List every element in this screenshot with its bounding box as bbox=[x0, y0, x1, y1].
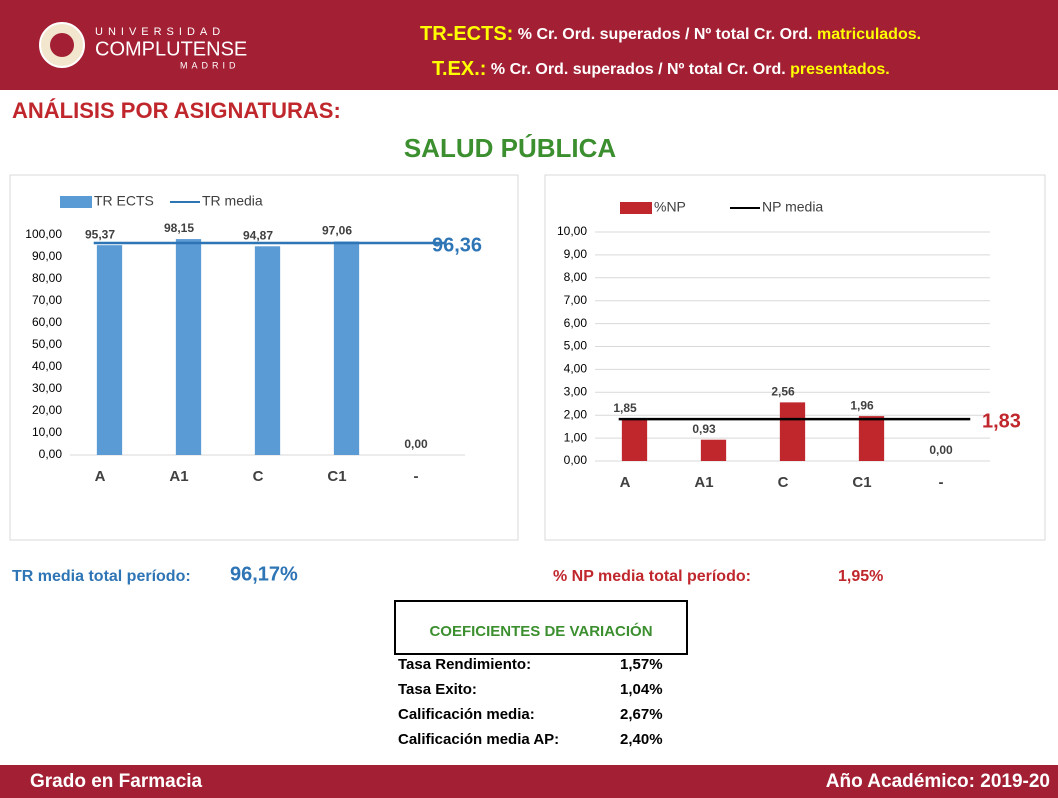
coefficients-title: COEFICIENTES DE VARIACIÓN bbox=[429, 622, 652, 640]
footer-left: Grado en Farmacia bbox=[30, 771, 203, 792]
data-label: 98,15 bbox=[164, 221, 194, 235]
y-tick-label: 100,00 bbox=[25, 227, 62, 241]
y-tick-label: 6,00 bbox=[564, 316, 588, 330]
logo-top: UNIVERSIDAD bbox=[95, 26, 225, 38]
y-tick-label: 60,00 bbox=[32, 315, 62, 329]
y-tick-label: 20,00 bbox=[32, 403, 62, 417]
y-tick-label: 70,00 bbox=[32, 293, 62, 307]
bar bbox=[858, 416, 885, 461]
y-tick-label: 10,00 bbox=[32, 425, 62, 439]
y-tick-label: 4,00 bbox=[564, 362, 588, 376]
section-title: ANÁLISIS POR ASIGNATURAS: bbox=[12, 98, 341, 123]
coefficient-label: Tasa Rendimiento: bbox=[398, 656, 531, 673]
y-tick-label: 0,00 bbox=[564, 453, 588, 467]
data-label: 1,85 bbox=[613, 401, 637, 415]
y-tick-label: 5,00 bbox=[564, 339, 588, 353]
legend-swatch bbox=[620, 202, 652, 214]
data-label: 94,87 bbox=[243, 228, 273, 242]
y-tick-label: 2,00 bbox=[564, 407, 588, 421]
chart-frame bbox=[544, 174, 1046, 541]
coefficient-value: 2,67% bbox=[620, 706, 663, 723]
data-label: 0,00 bbox=[929, 443, 953, 457]
x-tick-label: A bbox=[620, 474, 631, 491]
x-tick-label: A1 bbox=[169, 468, 188, 485]
y-tick-label: 40,00 bbox=[32, 359, 62, 373]
coefficient-value: 1,57% bbox=[620, 656, 663, 673]
footer-band bbox=[0, 765, 1058, 798]
reference-label: 96,36 bbox=[432, 234, 482, 256]
x-tick-label: - bbox=[939, 474, 944, 491]
legend-swatch bbox=[60, 196, 92, 208]
coefficient-value: 2,40% bbox=[620, 731, 663, 748]
bar bbox=[333, 241, 360, 455]
definition-highlight: matriculados. bbox=[817, 26, 921, 43]
total-value: 96,17% bbox=[230, 563, 298, 585]
y-tick-label: 30,00 bbox=[32, 381, 62, 395]
x-tick-label: A1 bbox=[694, 474, 713, 491]
coefficient-value: 1,04% bbox=[620, 681, 663, 698]
coefficients-box bbox=[394, 600, 688, 655]
bar bbox=[621, 418, 648, 461]
definition-text: % Cr. Ord. superados / Nº total Cr. Ord. bbox=[491, 61, 786, 78]
total-label: TR media total período: bbox=[12, 568, 191, 585]
bar bbox=[700, 439, 727, 461]
coefficient-label: Calificación media: bbox=[398, 706, 535, 723]
y-tick-label: 1,00 bbox=[564, 430, 588, 444]
subject-title: SALUD PÚBLICA bbox=[404, 133, 617, 163]
y-tick-label: 8,00 bbox=[564, 270, 588, 284]
bar bbox=[254, 246, 281, 455]
coefficient-label: Tasa Exito: bbox=[398, 681, 477, 698]
y-tick-label: 50,00 bbox=[32, 337, 62, 351]
total-label: % NP media total período: bbox=[553, 568, 751, 585]
x-tick-label: C bbox=[253, 468, 264, 485]
legend-label: %NP bbox=[654, 199, 686, 215]
data-label: 1,96 bbox=[850, 398, 874, 412]
reference-label: 1,83 bbox=[982, 410, 1021, 432]
x-tick-label: C1 bbox=[852, 474, 871, 491]
coefficient-label: Calificación media AP: bbox=[398, 731, 559, 748]
data-label: 0,93 bbox=[692, 422, 716, 436]
definition-2: T.EX.: % Cr. Ord. superados / Nº total C… bbox=[432, 58, 890, 80]
x-tick-label: C1 bbox=[327, 468, 346, 485]
logo-sub: MADRID bbox=[180, 60, 240, 70]
y-tick-label: 90,00 bbox=[32, 249, 62, 263]
bar bbox=[96, 245, 123, 455]
total-value: 1,95% bbox=[838, 568, 883, 585]
y-tick-label: 80,00 bbox=[32, 271, 62, 285]
x-tick-label: C bbox=[778, 474, 789, 491]
x-tick-label: - bbox=[414, 468, 419, 485]
definition-1: TR-ECTS: % Cr. Ord. superados / Nº total… bbox=[420, 23, 921, 45]
legend-label: NP media bbox=[762, 199, 823, 215]
definition-term: T.EX.: bbox=[432, 58, 486, 80]
data-label: 0,00 bbox=[404, 437, 428, 451]
legend-label: TR media bbox=[202, 193, 263, 209]
footer-right: Año Académico: 2019-20 bbox=[826, 771, 1050, 792]
legend-label: TR ECTS bbox=[94, 193, 154, 209]
y-tick-label: 9,00 bbox=[564, 247, 588, 261]
definition-highlight: presentados. bbox=[790, 61, 890, 78]
definition-term: TR-ECTS: bbox=[420, 23, 513, 45]
definition-text: % Cr. Ord. superados / Nº total Cr. Ord. bbox=[518, 26, 813, 43]
logo-emblem-center bbox=[50, 33, 74, 57]
y-tick-label: 0,00 bbox=[39, 447, 63, 461]
data-label: 2,56 bbox=[771, 385, 795, 399]
y-tick-label: 3,00 bbox=[564, 384, 588, 398]
y-tick-label: 10,00 bbox=[557, 224, 587, 238]
logo-main: COMPLUTENSE bbox=[95, 38, 247, 60]
data-label: 95,37 bbox=[85, 227, 115, 241]
bar bbox=[175, 239, 202, 455]
data-label: 97,06 bbox=[322, 224, 352, 238]
x-tick-label: A bbox=[95, 468, 106, 485]
bar bbox=[779, 402, 806, 461]
header-band bbox=[0, 0, 1058, 90]
y-tick-label: 7,00 bbox=[564, 293, 588, 307]
